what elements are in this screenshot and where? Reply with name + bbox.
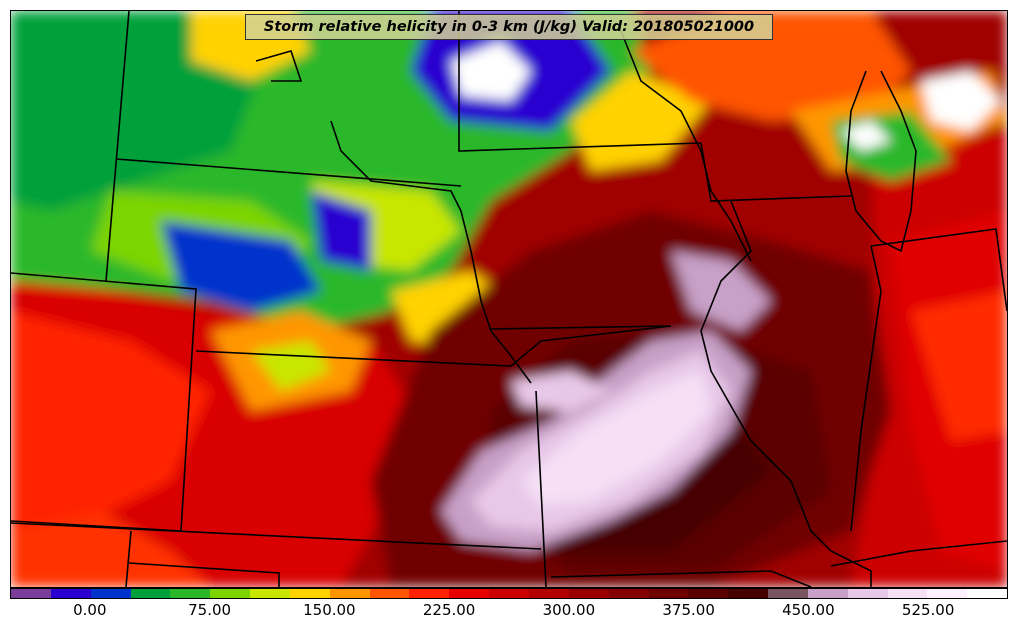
colorbar-segment <box>369 589 410 598</box>
colorbar-segment <box>887 589 928 598</box>
colorbar-segment <box>568 589 609 598</box>
colorbar-segment <box>608 589 649 598</box>
colorbar-segment <box>210 589 251 598</box>
colorbar <box>10 588 1008 599</box>
colorbar-segment <box>170 589 211 598</box>
colorbar-tick-label: 0.00 <box>73 601 107 619</box>
colorbar-segment <box>449 589 490 598</box>
colorbar-segment <box>90 589 131 598</box>
colorbar-segment <box>250 589 290 598</box>
colorbar-segment <box>11 589 51 598</box>
colorbar-segment <box>329 589 370 598</box>
colorbar-tick-label: 525.00 <box>901 601 955 619</box>
colorbar-tick-label: 75.00 <box>188 601 232 619</box>
colorbar-segment <box>130 589 171 598</box>
colorbar-tick-label: 375.00 <box>662 601 715 619</box>
colorbar-tick-label: 225.00 <box>422 601 476 619</box>
helicity-map <box>10 10 1008 588</box>
state-boundaries <box>11 11 1007 587</box>
colorbar-segment <box>528 589 569 598</box>
colorbar-segment <box>289 589 330 598</box>
helicity-field <box>11 11 1007 587</box>
colorbar-tick-label: 450.00 <box>782 601 835 619</box>
colorbar-segment <box>409 589 450 598</box>
colorbar-segment <box>50 589 91 598</box>
colorbar-tick-label: 300.00 <box>542 601 596 619</box>
colorbar-segment <box>688 589 729 598</box>
colorbar-segment <box>807 589 848 598</box>
colorbar-segment <box>927 589 968 598</box>
colorbar-segment <box>489 589 529 598</box>
colorbar-segment <box>847 589 888 598</box>
colorbar-tick-label: 150.00 <box>303 601 356 619</box>
colorbar-segment <box>967 589 1008 598</box>
colorbar-tick-labels: 0.00 75.00 150.00 225.00 300.00 375.00 450.00 5… <box>0 601 1018 625</box>
colorbar-segment <box>648 589 689 598</box>
colorbar-segment <box>728 589 769 598</box>
map-title: Storm relative helicity in 0-3 km (J/kg)… <box>245 14 773 40</box>
colorbar-segment <box>768 589 808 598</box>
